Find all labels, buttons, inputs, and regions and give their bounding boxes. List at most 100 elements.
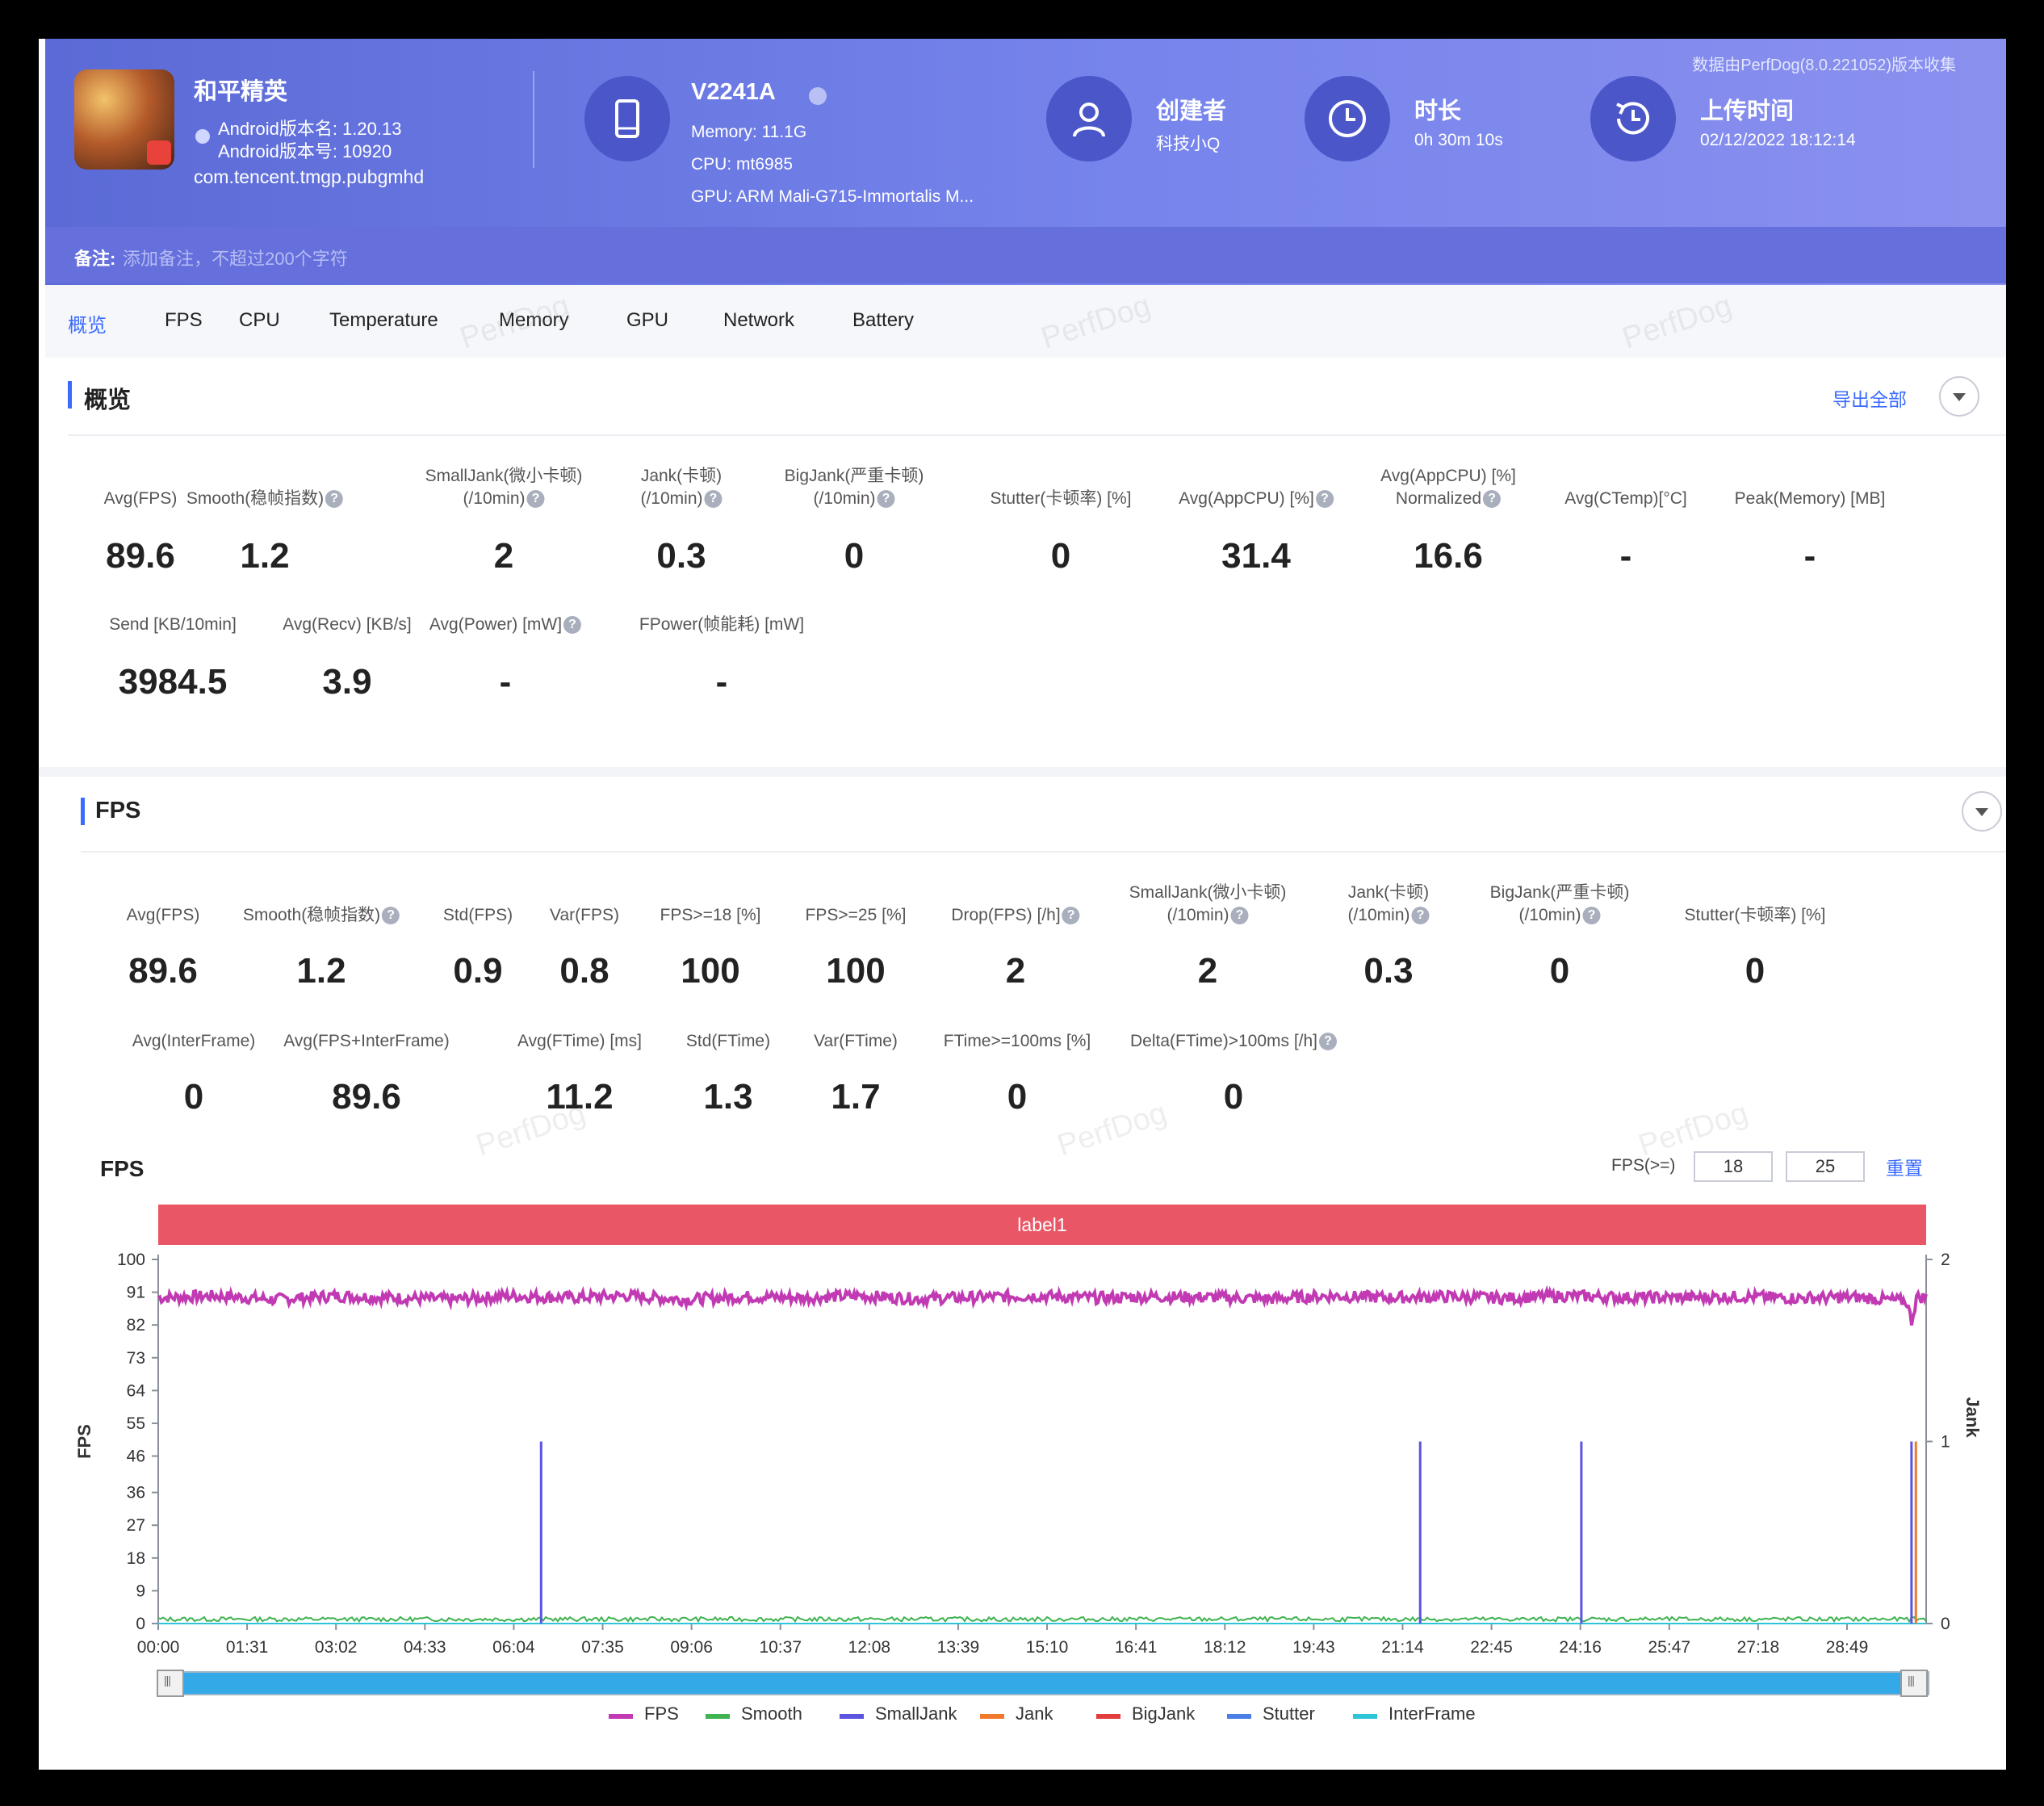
export-all-link[interactable]: 导出全部 [1832, 389, 1907, 410]
metric-label: Peak(Memory) [MB] [1735, 488, 1886, 510]
device-info-icon[interactable] [809, 87, 827, 105]
user-icon [1046, 76, 1132, 161]
legend-item-jank[interactable]: Jank [1016, 1703, 1053, 1724]
metric-label: Var(FTime) [814, 1030, 898, 1053]
tab-temperature[interactable]: Temperature [329, 309, 438, 331]
metric-label-line1: SmallJank(微小卡顿) [1129, 883, 1287, 902]
help-icon[interactable]: ? [877, 490, 895, 509]
help-icon[interactable]: ? [1582, 907, 1601, 925]
fps-threshold-input-2[interactable]: 25 [1786, 1151, 1865, 1182]
metric-value: 89.6 [106, 536, 175, 576]
metric-label: Std(FPS) [443, 904, 513, 927]
legend-item-interframe[interactable]: InterFrame [1388, 1703, 1476, 1724]
metric-value: 16.6 [1414, 536, 1483, 576]
help-icon[interactable]: ? [1315, 490, 1334, 509]
metric-label: (/10min)? [463, 488, 545, 510]
metric-label: (/10min)? [640, 488, 723, 510]
legend-item-smalljank[interactable]: SmallJank [875, 1703, 957, 1724]
metric-label: Std(FTime) [686, 1030, 770, 1053]
legend-item-fps[interactable]: FPS [644, 1703, 679, 1724]
metric-label: Normalized? [1396, 488, 1502, 510]
overview-divider [68, 434, 2006, 436]
metric-label: Avg(CTemp)[°C] [1564, 488, 1687, 510]
metric-label-line1: BigJank(严重卡顿) [1489, 883, 1630, 902]
x-tick-label: 03:02 [315, 1638, 358, 1657]
help-icon[interactable]: ? [526, 490, 545, 509]
metric-label: Smooth(稳帧指数)? [186, 488, 344, 510]
x-tick-label: 12:08 [848, 1638, 891, 1657]
metric-label-text: (/10min) [640, 489, 703, 508]
x-tick-label: 13:39 [937, 1638, 980, 1657]
y2-tick-label: 2 [1941, 1251, 1950, 1269]
fps-chart[interactable]: 100 91 82 73 64 55 46 36 27 18 9 0 2 1 0 00:00 01:31 03:0… [39, 1250, 2006, 1670]
metric-label: Avg(Recv) [KB/s] [283, 614, 412, 636]
y-tick-label: 91 [127, 1284, 145, 1302]
metric-value: 0 [844, 536, 865, 576]
note-label: 备注: [74, 249, 116, 269]
metric-label: (/10min)? [1518, 904, 1601, 927]
tab-fps[interactable]: FPS [165, 309, 203, 331]
metric-label-text: FPS>=18 [%] [660, 906, 761, 924]
duration-label: 时长 [1414, 98, 1462, 124]
tab-cpu[interactable]: CPU [239, 309, 280, 331]
metric-value: - [1803, 536, 1816, 576]
help-icon[interactable]: ? [704, 490, 723, 509]
metric-label: Var(FPS) [550, 904, 619, 927]
y-tick-label: 46 [127, 1448, 145, 1466]
fps-series-line[interactable] [157, 1284, 1928, 1326]
legend-swatch-fps [609, 1714, 633, 1719]
metric-label-text: Avg(CTemp)[°C] [1564, 489, 1687, 508]
metric-value: 0 [1050, 536, 1071, 576]
android-version-code: Android版本号: 10920 [218, 141, 392, 161]
x-tick-label: 09:06 [670, 1638, 713, 1657]
metric-label-text: Send [KB/10min] [109, 615, 237, 634]
y-axis-title: FPS [74, 1424, 94, 1459]
y-tick-label: 27 [127, 1516, 145, 1535]
metric-label-text: (/10min) [1167, 906, 1229, 924]
note-input[interactable]: 添加备注，不超过200个字符 [123, 249, 348, 269]
report-page: 和平精英 Android版本名: 1.20.13 Android版本号: 109… [39, 39, 2006, 1770]
metric-value: - [715, 662, 728, 702]
y-tick-label: 64 [127, 1381, 146, 1400]
tab-memory[interactable]: Memory [499, 309, 569, 331]
metric-label-text: Avg(InterFrame) [132, 1032, 256, 1050]
help-icon[interactable]: ? [563, 616, 582, 635]
help-icon[interactable]: ? [325, 490, 344, 509]
legend-item-smooth[interactable]: Smooth [741, 1703, 802, 1724]
metric-label-text: FPower(帧能耗) [mW] [639, 615, 805, 634]
x-tick-label: 00:00 [137, 1638, 180, 1657]
y-tick-label: 100 [117, 1251, 145, 1269]
metric-label-text: Avg(AppCPU) [%] [1179, 489, 1314, 508]
legend-item-bigjank[interactable]: BigJank [1132, 1703, 1196, 1724]
fps-threshold-input-1[interactable]: 18 [1694, 1151, 1773, 1182]
legend-swatch-smalljank [840, 1714, 864, 1719]
tab-network[interactable]: Network [723, 309, 795, 331]
help-icon[interactable]: ? [1062, 907, 1080, 925]
legend-item-stutter[interactable]: Stutter [1263, 1703, 1315, 1724]
help-icon[interactable]: ? [1483, 490, 1502, 509]
smooth-series-line[interactable] [157, 1615, 1927, 1624]
help-icon[interactable]: ? [1411, 907, 1430, 925]
overview-collapse-button[interactable] [1939, 376, 1979, 417]
metric-label: Avg(AppCPU) [%]? [1179, 488, 1334, 510]
history-icon [1590, 76, 1676, 161]
android-version-name: Android版本名: 1.20.13 [218, 119, 402, 139]
metric-label: FPower(帧能耗) [mW] [639, 614, 804, 636]
metric-label: Avg(FPS+InterFrame) [283, 1030, 450, 1053]
time-range-slider[interactable] [158, 1671, 1929, 1695]
tab-battery[interactable]: Battery [852, 309, 915, 331]
label-bar[interactable]: label1 [158, 1205, 1926, 1245]
fps-collapse-button[interactable] [1962, 791, 2002, 832]
reset-button[interactable]: 重置 [1886, 1158, 1923, 1179]
help-icon[interactable]: ? [382, 907, 400, 925]
slider-handle-right[interactable] [1900, 1670, 1928, 1697]
slider-handle-left[interactable] [157, 1670, 184, 1697]
tab-overview[interactable]: 概览 [68, 315, 107, 337]
help-icon[interactable]: ? [1230, 907, 1249, 925]
metric-label-text: Stutter(卡顿率) [%] [1684, 906, 1826, 924]
tab-gpu[interactable]: GPU [626, 309, 669, 331]
metric-value: 0.9 [453, 951, 503, 991]
help-icon[interactable]: ? [1319, 1033, 1338, 1051]
metric-label: Avg(Power) [mW]? [429, 614, 582, 636]
x-tick-label: 19:43 [1292, 1638, 1335, 1657]
